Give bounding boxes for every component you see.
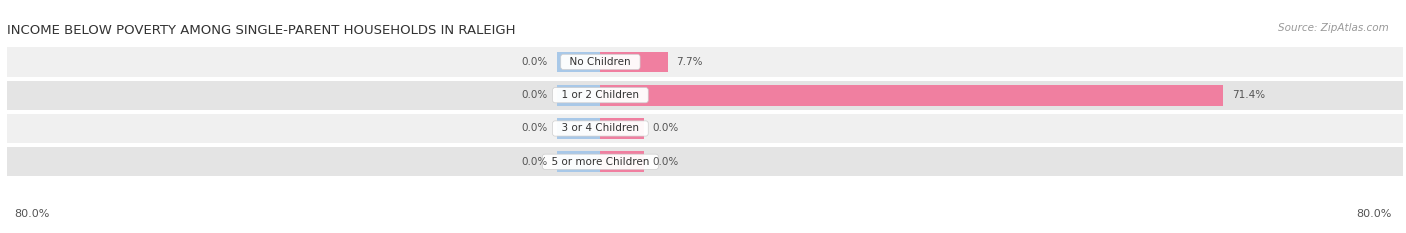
Text: INCOME BELOW POVERTY AMONG SINGLE-PARENT HOUSEHOLDS IN RALEIGH: INCOME BELOW POVERTY AMONG SINGLE-PARENT…: [7, 24, 516, 37]
Text: 0.0%: 0.0%: [652, 123, 679, 134]
Text: Source: ZipAtlas.com: Source: ZipAtlas.com: [1278, 23, 1389, 33]
Bar: [557, 151, 600, 172]
Text: 80.0%: 80.0%: [14, 209, 49, 219]
Text: 0.0%: 0.0%: [522, 157, 548, 167]
Bar: [7, 147, 1403, 176]
Text: 0.0%: 0.0%: [652, 157, 679, 167]
Text: 3 or 4 Children: 3 or 4 Children: [555, 123, 645, 134]
Legend: Single Father, Single Mother: Single Father, Single Mother: [600, 230, 810, 233]
Text: 7.7%: 7.7%: [676, 57, 703, 67]
Text: 0.0%: 0.0%: [522, 90, 548, 100]
Text: 0.0%: 0.0%: [522, 57, 548, 67]
Bar: [7, 114, 1403, 143]
Text: 5 or more Children: 5 or more Children: [546, 157, 655, 167]
Text: 1 or 2 Children: 1 or 2 Children: [555, 90, 645, 100]
Bar: [600, 51, 668, 72]
Bar: [7, 81, 1403, 110]
Bar: [600, 118, 644, 139]
Text: 71.4%: 71.4%: [1232, 90, 1265, 100]
Text: 80.0%: 80.0%: [1357, 209, 1392, 219]
Text: No Children: No Children: [564, 57, 637, 67]
Bar: [7, 47, 1403, 77]
Bar: [557, 118, 600, 139]
Bar: [557, 51, 600, 72]
Text: 0.0%: 0.0%: [522, 123, 548, 134]
Bar: [557, 85, 600, 106]
Bar: [600, 85, 1223, 106]
Bar: [600, 151, 644, 172]
